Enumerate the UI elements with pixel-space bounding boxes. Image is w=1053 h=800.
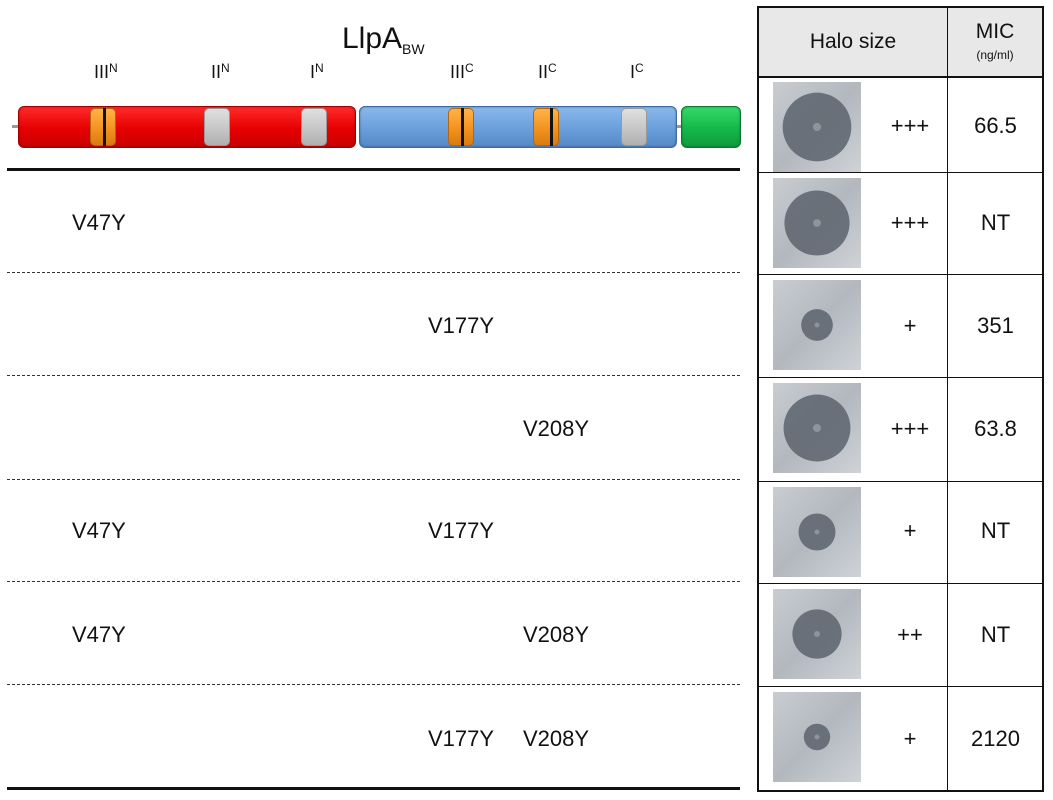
halo-image (773, 589, 861, 679)
mutation-label: V177Y (428, 518, 495, 543)
halo-image (773, 82, 861, 172)
mic-value: 351 (977, 313, 1014, 338)
mic-value: NT (980, 210, 1011, 235)
table-row-rule (759, 377, 1042, 378)
motif-sup: C (635, 61, 644, 75)
motif-label-IN: IN (310, 58, 324, 82)
mic-value: NT (980, 518, 1011, 543)
halo-score: +++ (890, 210, 930, 235)
table-row-rule (759, 172, 1042, 173)
row-divider (7, 479, 740, 480)
motif-sup: C (548, 61, 557, 75)
motif-label-IIIN: IIIN (94, 58, 118, 82)
n-terminal-domain (18, 106, 356, 148)
table-header-rule (759, 76, 1042, 78)
row-divider (7, 375, 740, 376)
motif-segment-IN (301, 108, 327, 146)
halo-score: + (903, 726, 917, 751)
halo-score: + (903, 313, 917, 338)
halo-score: +++ (890, 113, 930, 138)
spot-center (813, 219, 821, 227)
mutation-marker-IIIC (461, 108, 464, 146)
mic-value: 2120 (971, 726, 1020, 751)
halo-score: +++ (890, 416, 930, 441)
table-row-rule (759, 583, 1042, 584)
mutation-label: V47Y (72, 622, 126, 647)
header-rule (7, 168, 740, 171)
motif-label-IIIC: IIIC (450, 58, 474, 82)
mutation-label: V47Y (72, 518, 126, 543)
table-row-rule (759, 481, 1042, 482)
mutation-label: V208Y (523, 416, 590, 441)
motif-roman: II (538, 62, 549, 82)
motif-sup: N (315, 61, 324, 75)
spot-center (814, 322, 820, 328)
table-header-background (759, 8, 1042, 76)
halo-size-header: Halo size (809, 30, 897, 53)
motif-segment-IIC (533, 108, 559, 146)
protein-title: LlpABW (342, 22, 425, 66)
row-divider (7, 272, 740, 273)
motif-segment-IIN (204, 108, 230, 146)
motif-roman: III (94, 62, 110, 82)
spot-center (812, 122, 822, 132)
spot-center (814, 529, 820, 535)
motif-label-IIN: IIN (211, 58, 230, 82)
motif-roman: III (450, 62, 466, 82)
mic-value: 63.8 (974, 416, 1017, 441)
row-divider (7, 684, 740, 685)
mic-unit-header: (ng/ml) (976, 48, 1014, 62)
n-terminal-linker (12, 125, 20, 128)
motif-label-IC: IC (630, 58, 644, 82)
halo-image (773, 383, 861, 473)
spot-center (812, 423, 822, 433)
motif-roman: I (630, 62, 636, 82)
row-divider (7, 581, 740, 582)
motif-sup: C (465, 61, 474, 75)
mutation-label: V208Y (523, 622, 590, 647)
table-row-rule (759, 274, 1042, 275)
mic-value: 66.5 (974, 113, 1017, 138)
table-column-divider (947, 8, 948, 790)
halo-image (773, 280, 861, 370)
motif-sup: N (109, 61, 118, 75)
mutation-label: V177Y (428, 313, 495, 338)
halo-image (773, 487, 861, 577)
mutation-label: V177Y (428, 726, 495, 751)
mic-value: NT (980, 622, 1011, 647)
mutation-marker-IIC (550, 108, 553, 146)
halo-score: ++ (897, 622, 923, 647)
mic-header: MIC (975, 20, 1015, 43)
table-row-rule (759, 686, 1042, 687)
protein-subscript: BW (402, 41, 425, 57)
tail-linker (673, 125, 683, 128)
spot-center (814, 734, 820, 740)
c-terminal-tail (681, 106, 741, 148)
spot-center (814, 631, 820, 637)
motif-sup: N (221, 61, 230, 75)
motif-roman: I (310, 62, 316, 82)
footer-rule (7, 787, 740, 790)
motif-roman: II (211, 62, 222, 82)
halo-image (773, 692, 861, 782)
motif-segment-IC (621, 108, 647, 146)
mutation-marker-IIIN (103, 108, 106, 146)
protein-name: LlpA (342, 22, 403, 55)
halo-score: + (903, 518, 917, 543)
motif-label-IIC: IIC (538, 58, 557, 82)
mutation-label: V47Y (72, 210, 126, 235)
halo-image (773, 178, 861, 268)
results-table (757, 6, 1044, 792)
mutation-label: V208Y (523, 726, 590, 751)
